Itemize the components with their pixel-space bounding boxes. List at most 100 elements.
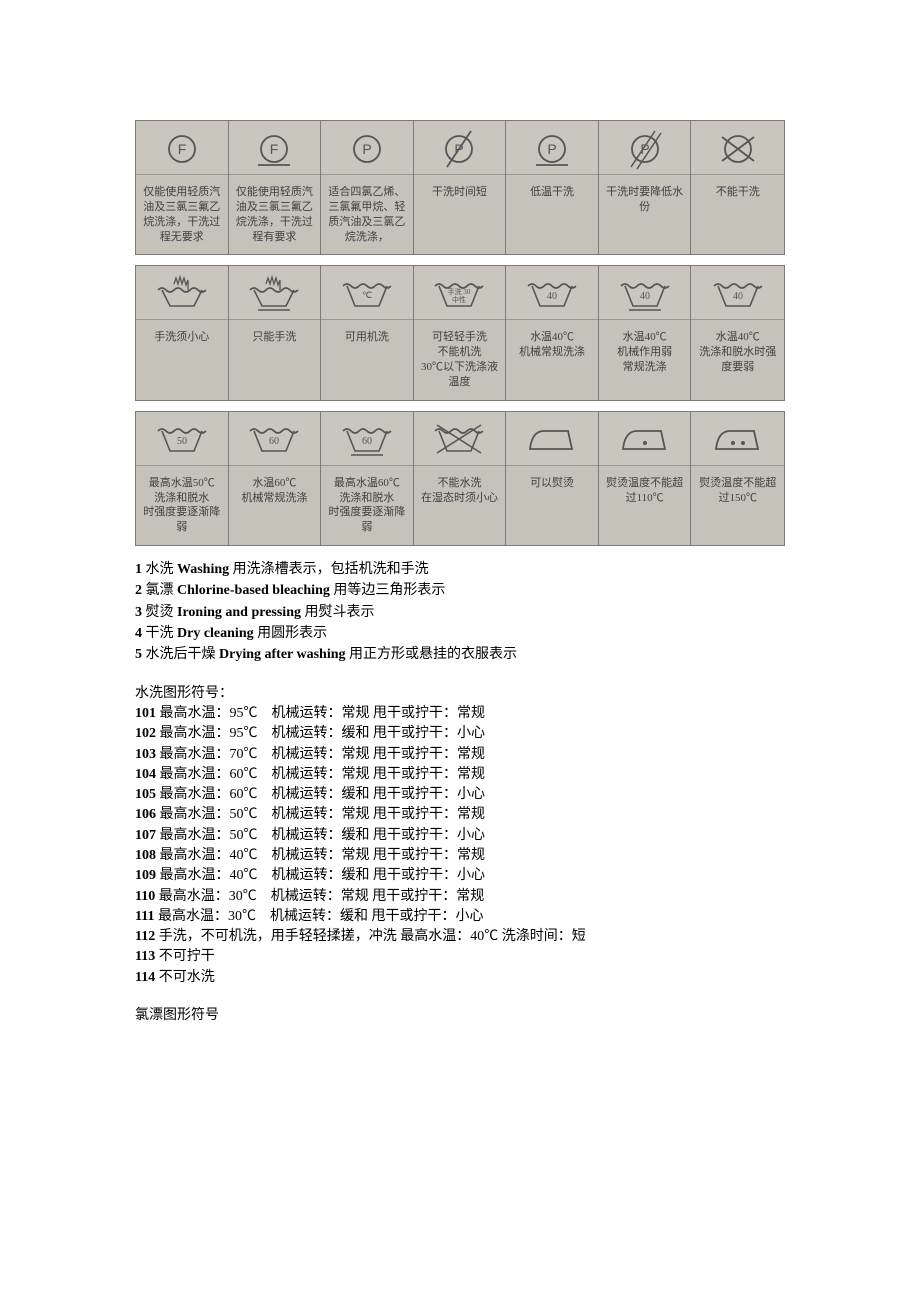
care-symbol-label: 不能干洗 (712, 175, 764, 235)
symbol-cell: 手洗 30中性可轻轻手洗 不能机洗 30℃以下洗涤液 温度 (414, 266, 507, 399)
wash-code-line: 110 最高水温：30℃ 机械运转：常规 甩干或拧干：常规 (135, 887, 785, 907)
symbol-cell: F 仅能使用轻质汽 油及三氯三氟乙 烷洗涤，干洗过 程有要求 (229, 121, 322, 254)
care-symbol-label: 水温60℃ 机械常规洗涤 (237, 466, 311, 526)
care-symbol-label: 适合四氯乙烯、 三氯氟甲烷、轻 质汽油及三氯乙 烷洗涤， (324, 175, 409, 254)
care-symbol-label: 不能水洗 在湿态时须小心 (417, 466, 502, 526)
svg-text:60: 60 (269, 436, 279, 447)
wash-code-line: 105 最高水温：60℃ 机械运转：缓和 甩干或拧干：小心 (135, 785, 785, 805)
wash-code-line: 114 不可水洗 (135, 968, 785, 988)
svg-text:手洗 30: 手洗 30 (448, 287, 471, 296)
wash-code-line: 101 最高水温：95℃ 机械运转：常规 甩干或拧干：常规 (135, 704, 785, 724)
care-symbol-icon: 50 (136, 412, 228, 466)
care-symbol-icon: F (136, 121, 228, 175)
symbol-cell: 40 水温40℃ 洗涤和脱水时强 度要弱 (691, 266, 784, 399)
care-symbol-icon: P (599, 121, 691, 175)
svg-text:P: P (640, 141, 649, 157)
svg-text:40: 40 (640, 291, 650, 302)
care-symbol-icon (229, 266, 321, 320)
symbol-cell: 50 最高水温50℃ 洗涤和脱水 时强度要逐渐降 弱 (136, 412, 229, 545)
definition-line: 3 熨烫 Ironing and pressing 用熨斗表示 (135, 603, 785, 623)
care-symbol-label: 干洗时要降低水 份 (602, 175, 687, 235)
symbol-cell: P 适合四氯乙烯、 三氯氟甲烷、轻 质汽油及三氯乙 烷洗涤， (321, 121, 414, 254)
definition-line: 4 干洗 Dry cleaning 用圆形表示 (135, 624, 785, 644)
svg-text:P: P (362, 141, 371, 157)
wash-code-line: 107 最高水温：50℃ 机械运转：缓和 甩干或拧干：小心 (135, 826, 785, 846)
care-symbol-label: 干洗时间短 (428, 175, 491, 235)
wash-code-line: 103 最高水温：70℃ 机械运转：常规 甩干或拧干：常规 (135, 745, 785, 765)
care-symbol-label: 可轻轻手洗 不能机洗 30℃以下洗涤液 温度 (417, 320, 502, 399)
svg-text:40: 40 (733, 291, 743, 302)
care-symbol-icon: 60 (321, 412, 413, 466)
symbol-cell: 熨烫温度不能超 过150℃ (691, 412, 784, 545)
symbol-cell: P 低温干洗 (506, 121, 599, 254)
wash-code-line: 106 最高水温：50℃ 机械运转：常规 甩干或拧干：常规 (135, 805, 785, 825)
care-symbol-icon: 60 (229, 412, 321, 466)
svg-text:中性: 中性 (452, 295, 466, 304)
care-symbol-label: 仅能使用轻质汽 油及三氯三氟乙 烷洗涤，干洗过 程无要求 (139, 175, 224, 254)
care-symbol-label: 只能手洗 (248, 320, 300, 380)
symbol-cell: 熨烫温度不能超 过110℃ (599, 412, 692, 545)
svg-text:℃: ℃ (362, 290, 372, 300)
symbol-row-0: F 仅能使用轻质汽 油及三氯三氟乙 烷洗涤，干洗过 程无要求 F 仅能使用轻质汽 油及… (135, 120, 785, 255)
care-symbol-label: 最高水温50℃ 洗涤和脱水 时强度要逐渐降 弱 (139, 466, 224, 545)
wash-code-list: 101 最高水温：95℃ 机械运转：常规 甩干或拧干：常规102 最高水温：95… (135, 704, 785, 988)
care-symbol-label: 可以熨烫 (526, 466, 578, 526)
symbol-cell: P干洗时间短 (414, 121, 507, 254)
wash-code-line: 109 最高水温：40℃ 机械运转：缓和 甩干或拧干：小心 (135, 866, 785, 886)
care-symbol-icon: 40 (599, 266, 691, 320)
care-symbol-label: 低温干洗 (526, 175, 578, 235)
wash-code-line: 104 最高水温：60℃ 机械运转：常规 甩干或拧干：常规 (135, 765, 785, 785)
wash-code-line: 108 最高水温：40℃ 机械运转：常规 甩干或拧干：常规 (135, 846, 785, 866)
care-symbol-label: 熨烫温度不能超 过150℃ (695, 466, 780, 526)
symbol-cell: 手洗须小心 (136, 266, 229, 399)
care-symbol-icon: P (506, 121, 598, 175)
care-symbol-label: 手洗须小心 (150, 320, 213, 380)
definition-line: 1 水洗 Washing 用洗涤槽表示，包括机洗和手洗 (135, 560, 785, 580)
care-symbol-label: 最高水温60℃ 洗涤和脱水 时强度要逐渐降 弱 (324, 466, 409, 545)
svg-text:40: 40 (547, 291, 557, 302)
care-symbol-icon: 手洗 30中性 (414, 266, 506, 320)
symbol-cell: 60 水温60℃ 机械常规洗涤 (229, 412, 322, 545)
care-symbol-icon (691, 412, 784, 466)
svg-text:F: F (178, 141, 187, 157)
care-symbol-label: 仅能使用轻质汽 油及三氯三氟乙 烷洗涤，干洗过 程有要求 (232, 175, 317, 254)
care-symbol-icon: 40 (691, 266, 784, 320)
category-definitions: 1 水洗 Washing 用洗涤槽表示，包括机洗和手洗2 氯漂 Chlorine… (135, 560, 785, 665)
svg-text:60: 60 (362, 436, 372, 447)
svg-text:P: P (547, 141, 556, 157)
symbol-cell: P 干洗时要降低水 份 (599, 121, 692, 254)
wash-code-line: 111 最高水温：30℃ 机械运转：缓和 甩干或拧干：小心 (135, 907, 785, 927)
chlorine-symbols-heading: 氯漂图形符号 (135, 1006, 785, 1026)
symbol-cell: 60 最高水温60℃ 洗涤和脱水 时强度要逐渐降 弱 (321, 412, 414, 545)
care-symbol-label: 水温40℃ 机械作用弱 常规洗涤 (613, 320, 676, 385)
symbol-cell: ℃可用机洗 (321, 266, 414, 399)
definition-line: 5 水洗后干燥 Drying after washing 用正方形或悬挂的衣服表… (135, 645, 785, 665)
care-symbol-label: 水温40℃ 洗涤和脱水时强 度要弱 (695, 320, 780, 385)
symbol-cell: 40 水温40℃ 机械常规洗涤 (506, 266, 599, 399)
symbol-cell: 可以熨烫 (506, 412, 599, 545)
svg-text:50: 50 (177, 436, 187, 447)
care-symbol-icon: P (321, 121, 413, 175)
symbol-row-2: 50最高水温50℃ 洗涤和脱水 时强度要逐渐降 弱60水温60℃ 机械常规洗涤6… (135, 411, 785, 546)
symbol-cell: 不能水洗 在湿态时须小心 (414, 412, 507, 545)
care-symbol-icon (136, 266, 228, 320)
wash-code-line: 113 不可拧干 (135, 947, 785, 967)
wash-code-line: 112 手洗，不可机洗，用手轻轻揉搓，冲洗 最高水温：40℃ 洗涤时间：短 (135, 927, 785, 947)
symbol-cell: F 仅能使用轻质汽 油及三氯三氟乙 烷洗涤，干洗过 程无要求 (136, 121, 229, 254)
care-symbol-icon (599, 412, 691, 466)
symbol-tables: F 仅能使用轻质汽 油及三氯三氟乙 烷洗涤，干洗过 程无要求 F 仅能使用轻质汽 油及… (135, 120, 785, 546)
wash-code-line: 102 最高水温：95℃ 机械运转：缓和 甩干或拧干：小心 (135, 724, 785, 744)
svg-text:F: F (270, 141, 279, 157)
symbol-cell: 只能手洗 (229, 266, 322, 399)
care-symbol-icon: P (414, 121, 506, 175)
care-symbol-icon: 40 (506, 266, 598, 320)
symbol-row-1: 手洗须小心只能手洗℃可用机洗手洗 30中性可轻轻手洗 不能机洗 30℃以下洗涤液… (135, 265, 785, 400)
care-symbol-label: 熨烫温度不能超 过110℃ (602, 466, 687, 526)
care-symbol-icon: ℃ (321, 266, 413, 320)
care-symbol-icon: F (229, 121, 321, 175)
care-symbol-icon (691, 121, 784, 175)
symbol-cell: 不能干洗 (691, 121, 784, 254)
care-symbol-label: 水温40℃ 机械常规洗涤 (515, 320, 589, 380)
care-symbol-icon (414, 412, 506, 466)
definition-line: 2 氯漂 Chlorine-based bleaching 用等边三角形表示 (135, 581, 785, 601)
